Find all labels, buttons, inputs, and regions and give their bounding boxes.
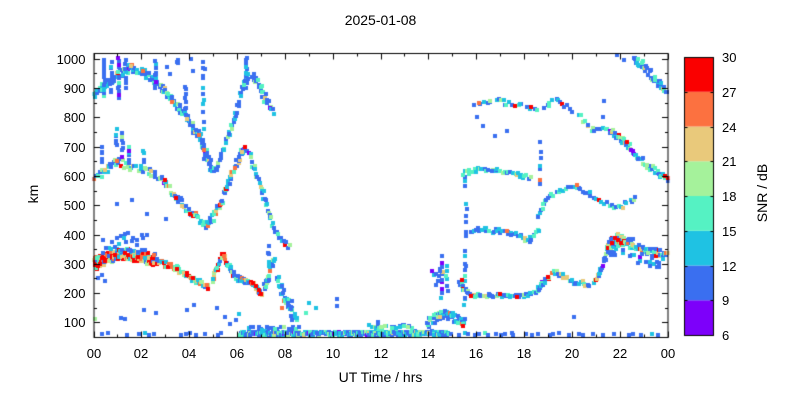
colorbar-tick-label: 9 — [722, 293, 730, 308]
colorbar-tick-label: 15 — [722, 224, 737, 239]
y-tick-label: 900 — [63, 81, 86, 96]
colorbar-tick-label: 24 — [722, 120, 737, 135]
y-tick-label: 300 — [63, 257, 86, 272]
x-tick-label: 16 — [468, 346, 484, 361]
x-tick-label: 18 — [516, 346, 532, 361]
x-axis-label: UT Time / hrs — [338, 369, 423, 385]
x-tick-label: 02 — [133, 346, 149, 361]
chart-title: 2025-01-08 — [344, 12, 417, 28]
x-tick-label: 00 — [660, 346, 676, 361]
y-tick-label: 700 — [63, 140, 86, 155]
x-tick-label: 10 — [325, 346, 341, 361]
x-tick-label: 14 — [420, 346, 436, 361]
y-tick-label: 1000 — [56, 52, 86, 67]
y-tick-label: 600 — [63, 169, 86, 184]
y-tick-label: 800 — [63, 110, 86, 125]
colorbar-tick-label: 21 — [722, 154, 737, 169]
colorbar-label: SNR / dB — [754, 163, 770, 223]
y-tick-label: 200 — [63, 286, 86, 301]
x-tick-label: 04 — [181, 346, 197, 361]
y-tick-label: 100 — [63, 315, 86, 330]
colorbar-tick-label: 18 — [722, 189, 737, 204]
x-tick-label: 22 — [612, 346, 628, 361]
x-tick-label: 00 — [86, 346, 102, 361]
colorbar-tick-label: 27 — [722, 85, 737, 100]
y-tick-label: 400 — [63, 228, 86, 243]
y-tick-label: 500 — [63, 198, 86, 213]
colorbar-tick-label: 12 — [722, 259, 737, 274]
colorbar-tick-label: 6 — [722, 328, 730, 343]
x-tick-label: 12 — [373, 346, 389, 361]
x-tick-label: 06 — [229, 346, 245, 361]
x-tick-label: 20 — [564, 346, 580, 361]
colorbar-tick-label: 30 — [722, 50, 737, 65]
x-tick-label: 08 — [277, 346, 293, 361]
